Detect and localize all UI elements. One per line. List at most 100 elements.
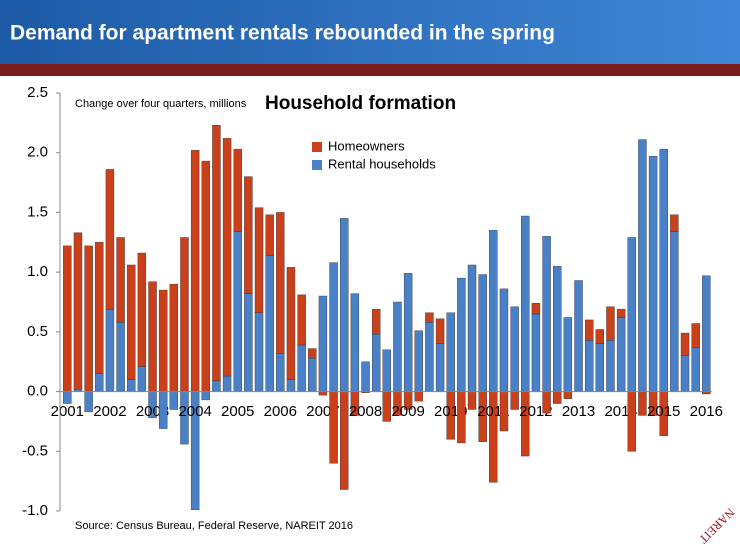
bar: [148, 281, 157, 392]
bar: [531, 313, 541, 392]
bar: [457, 391, 466, 444]
y-tick-label: 1.5: [27, 203, 48, 220]
bar: [510, 306, 519, 392]
bar: [308, 348, 317, 359]
bar: [563, 391, 573, 399]
bar: [638, 139, 647, 392]
bar: [435, 343, 445, 392]
bar: [563, 317, 573, 392]
bar: [350, 293, 360, 392]
bar: [371, 308, 381, 335]
bar: [499, 391, 509, 432]
x-tick-label: 2001: [51, 403, 84, 420]
bar: [286, 379, 296, 392]
bar: [297, 294, 306, 346]
bar: [382, 349, 392, 392]
bar: [382, 391, 392, 422]
bar: [648, 156, 658, 392]
bar: [499, 288, 509, 392]
bar: [105, 308, 115, 392]
chart-title: Household formation: [265, 93, 456, 114]
bar: [521, 215, 530, 392]
bar: [254, 312, 264, 392]
bar: [244, 176, 253, 294]
bar: [201, 391, 210, 401]
bar: [584, 319, 594, 341]
header-strip: [0, 64, 740, 76]
bar: [616, 308, 626, 318]
bar: [670, 214, 679, 232]
bar: [84, 391, 93, 413]
bar: [553, 391, 562, 404]
bar: [63, 245, 72, 392]
bar: [318, 295, 328, 392]
bar: [542, 236, 551, 392]
bar: [116, 237, 125, 323]
bar: [308, 357, 317, 392]
y-tick-label: -0.5: [22, 442, 48, 459]
bar: [393, 301, 402, 392]
bar: [127, 264, 136, 380]
bar: [446, 312, 455, 392]
bar: [340, 218, 349, 392]
bar: [467, 264, 477, 392]
bar: [680, 332, 690, 356]
x-tick-label: 2008: [349, 403, 382, 420]
x-tick-label: 2005: [221, 403, 254, 420]
bar: [403, 273, 413, 392]
bar: [414, 391, 423, 402]
bar: [318, 391, 328, 396]
bar: [265, 255, 274, 392]
y-tick-label: 1.0: [27, 263, 48, 280]
bar: [691, 347, 700, 392]
bar: [638, 391, 647, 416]
y-tick-label: 2.0: [27, 144, 48, 161]
bar: [510, 391, 519, 410]
bar: [553, 265, 562, 392]
bar: [435, 318, 445, 345]
bar: [244, 293, 253, 392]
logo: NAREIT: [696, 505, 737, 546]
bar: [595, 329, 605, 344]
bar: [467, 391, 477, 410]
bar: [329, 391, 338, 464]
bar: [190, 150, 200, 392]
bar: [584, 340, 594, 392]
bar: [254, 207, 264, 313]
bar: [340, 391, 349, 490]
legend-label: Rental households: [328, 156, 436, 171]
bar: [489, 230, 498, 392]
bar: [329, 262, 338, 392]
bar: [158, 289, 168, 392]
x-tick-label: 2002: [93, 403, 126, 420]
bar: [233, 231, 242, 392]
bar: [84, 245, 93, 392]
bar: [95, 373, 104, 392]
bar: [158, 391, 168, 429]
bar: [670, 231, 679, 392]
bar: [574, 280, 583, 392]
bar: [478, 274, 487, 392]
bar: [606, 306, 615, 341]
bar: [212, 125, 221, 382]
x-tick-label: 2004: [178, 403, 211, 420]
bar: [425, 322, 434, 392]
bar: [63, 391, 72, 404]
bar: [542, 391, 551, 414]
bar: [116, 322, 125, 392]
bar: [169, 391, 179, 410]
chart-subtitle: Change over four quarters, millions: [75, 98, 247, 110]
x-tick-label: 2015: [647, 403, 680, 420]
header-title: Demand for apartment rentals rebounded i…: [10, 22, 555, 45]
legend-swatch: [312, 142, 322, 152]
y-tick-label: -1.0: [22, 502, 48, 519]
bar: [137, 252, 147, 367]
legend-label: Homeowners: [328, 138, 405, 153]
bar: [531, 302, 541, 315]
bar: [286, 267, 296, 380]
bar: [95, 242, 104, 374]
y-tick-label: 2.5: [27, 84, 48, 101]
bar: [371, 334, 381, 392]
source: Source: Census Bureau, Federal Reserve, …: [75, 520, 353, 532]
bar: [702, 275, 711, 392]
